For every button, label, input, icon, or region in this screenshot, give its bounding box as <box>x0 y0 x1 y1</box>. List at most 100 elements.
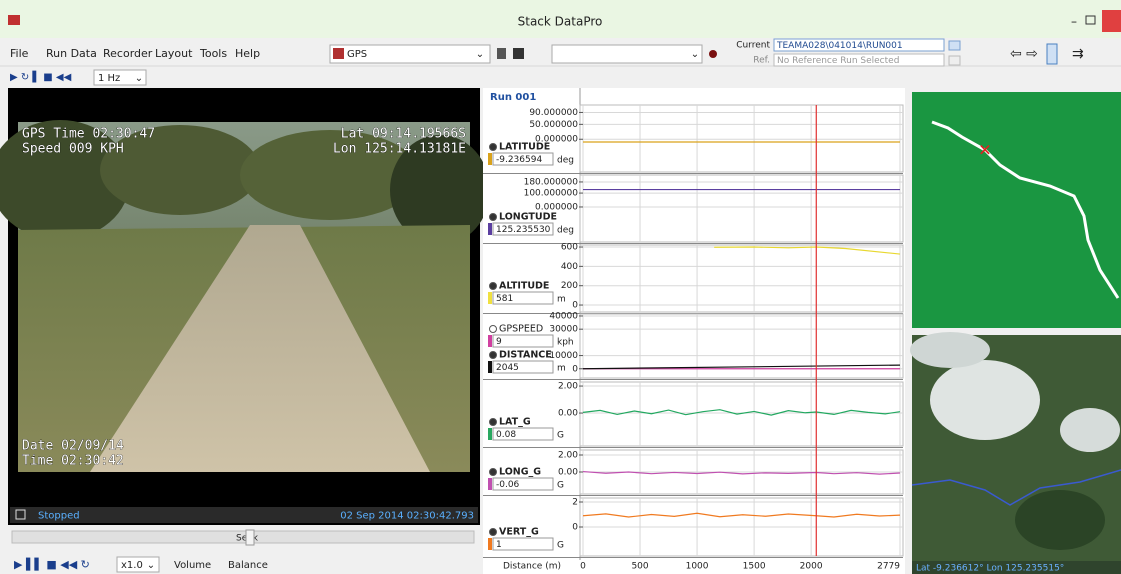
channel-name: VERT_G <box>499 527 539 538</box>
channel-value-box <box>492 360 554 374</box>
x-tick-label: 2779 <box>877 562 900 572</box>
channel-radio <box>489 143 497 151</box>
run-select[interactable] <box>551 44 703 64</box>
save-icon[interactable] <box>513 48 524 59</box>
channel-select[interactable] <box>329 44 491 64</box>
y-tick-label: 2.00 <box>558 382 578 392</box>
y-tick-label: 400 <box>561 262 578 272</box>
channel-radio <box>489 325 497 333</box>
channel-value-box <box>492 477 554 491</box>
channel-value-box <box>492 427 554 441</box>
ref-run: No Reference Run Selected <box>777 56 899 66</box>
channel-value: 1 <box>496 540 502 550</box>
y-tick-label: 50.000000 <box>529 120 578 130</box>
channel-value: 0.08 <box>496 430 516 440</box>
title-bar <box>0 0 1121 38</box>
video-status: Stopped <box>38 511 80 522</box>
x-tick-label: 1500 <box>743 562 766 572</box>
ref-label: Ref. <box>753 56 770 66</box>
tool-icons[interactable]: ⇉ <box>1072 46 1084 62</box>
playback-controls[interactable]: ▶ ▌▌ ■ ◀◀ ↻ <box>14 557 90 571</box>
y-tick-label: 0.000000 <box>535 202 578 212</box>
y-tick-label: 180.000000 <box>524 177 579 187</box>
nav-icons[interactable]: ⇦ ⇨ <box>1010 46 1038 62</box>
channel-unit: m <box>557 364 566 374</box>
volume-label[interactable]: Volume <box>174 560 211 571</box>
y-tick-label: 0.000000 <box>535 135 578 145</box>
maximize-button[interactable] <box>1085 15 1096 25</box>
channel-radio <box>489 213 497 221</box>
track-map <box>912 92 1121 328</box>
y-tick-label: 600 <box>561 243 578 253</box>
channel-name: LONGTUDE <box>499 212 557 223</box>
plot-panel <box>483 88 905 574</box>
video-overlay-text: Lon 125:14.13181E <box>333 142 466 157</box>
position-marker: ✕ <box>978 141 991 160</box>
coords-bar <box>912 561 1121 574</box>
dropdown-arrow: ⌄ <box>691 49 699 60</box>
menu-item[interactable]: Layout <box>155 47 193 60</box>
channel-swatch <box>488 153 492 165</box>
close-button[interactable] <box>1102 10 1121 32</box>
y-tick-label: 0 <box>572 301 578 311</box>
browse-button[interactable] <box>948 55 961 66</box>
ref-run-field[interactable] <box>773 53 945 67</box>
y-tick-label: 30000 <box>549 325 578 335</box>
track-route <box>931 120 1120 299</box>
balance-label[interactable]: Balance <box>228 560 268 571</box>
channel-value-box <box>492 537 554 551</box>
browse-button[interactable] <box>948 40 961 51</box>
menu-item[interactable]: File <box>10 47 29 60</box>
cursor-tool[interactable] <box>1046 43 1058 65</box>
channel-radio <box>489 282 497 290</box>
channel-value: 581 <box>496 294 513 304</box>
menu-item[interactable]: Run Data <box>46 47 97 60</box>
trace <box>582 409 901 416</box>
menu-item[interactable]: Tools <box>199 47 227 60</box>
speed-select[interactable] <box>116 556 160 573</box>
x-tick-label: 0 <box>580 562 586 572</box>
y-tick-label: 0 <box>572 364 578 374</box>
menu-item[interactable]: Help <box>235 47 260 60</box>
video-overlay-text: GPS Time 02:30:47 <box>22 127 155 142</box>
x-axis-label: Distance (m) <box>503 562 561 572</box>
y-tick-label: 90.000000 <box>529 108 578 118</box>
video-overlay-text: Time 02:30:42 <box>22 454 124 469</box>
trace <box>582 512 901 518</box>
y-tick-label: 0.00 <box>558 409 578 419</box>
channel-value: -9.236594 <box>496 155 542 165</box>
channel-swatch <box>488 428 492 440</box>
current-run-field[interactable] <box>773 38 945 52</box>
minimize-button[interactable]: – <box>1071 15 1077 29</box>
seek-track[interactable] <box>11 530 475 544</box>
y-tick-label: 0.00 <box>558 468 578 478</box>
channel-unit: kph <box>557 338 574 348</box>
menu-item[interactable]: Recorder <box>103 47 153 60</box>
map-coords: Lat -9.236612° Lon 125.235515° <box>916 564 1064 574</box>
lock-icon[interactable] <box>497 48 506 59</box>
strip-frame <box>579 104 904 173</box>
foliage <box>0 120 130 240</box>
trace <box>714 246 901 255</box>
y-tick-label: 10000 <box>549 351 578 361</box>
channel-swatch <box>488 335 492 347</box>
channel-swatch <box>488 538 492 550</box>
seek-thumb[interactable] <box>245 529 255 546</box>
channel-name: DISTANCE <box>499 350 552 361</box>
channel-name: GPSPEED <box>499 324 543 335</box>
rate-select[interactable] <box>93 69 147 86</box>
channel-swatch <box>488 292 492 304</box>
strip-frame <box>579 244 904 313</box>
app-icon <box>8 15 20 25</box>
channel-radio <box>489 351 497 359</box>
rate-text: 1 Hz <box>98 73 120 84</box>
river <box>911 469 1121 506</box>
y-tick-label: 200 <box>561 281 578 291</box>
play-controls[interactable]: ▶ ↻ ▌ ■ ◀◀ <box>10 70 72 83</box>
foliage <box>240 130 420 220</box>
record-icon[interactable] <box>709 50 717 58</box>
cloud <box>910 332 990 368</box>
forest <box>1015 490 1105 550</box>
channel-name: ALTITUDE <box>499 281 549 292</box>
